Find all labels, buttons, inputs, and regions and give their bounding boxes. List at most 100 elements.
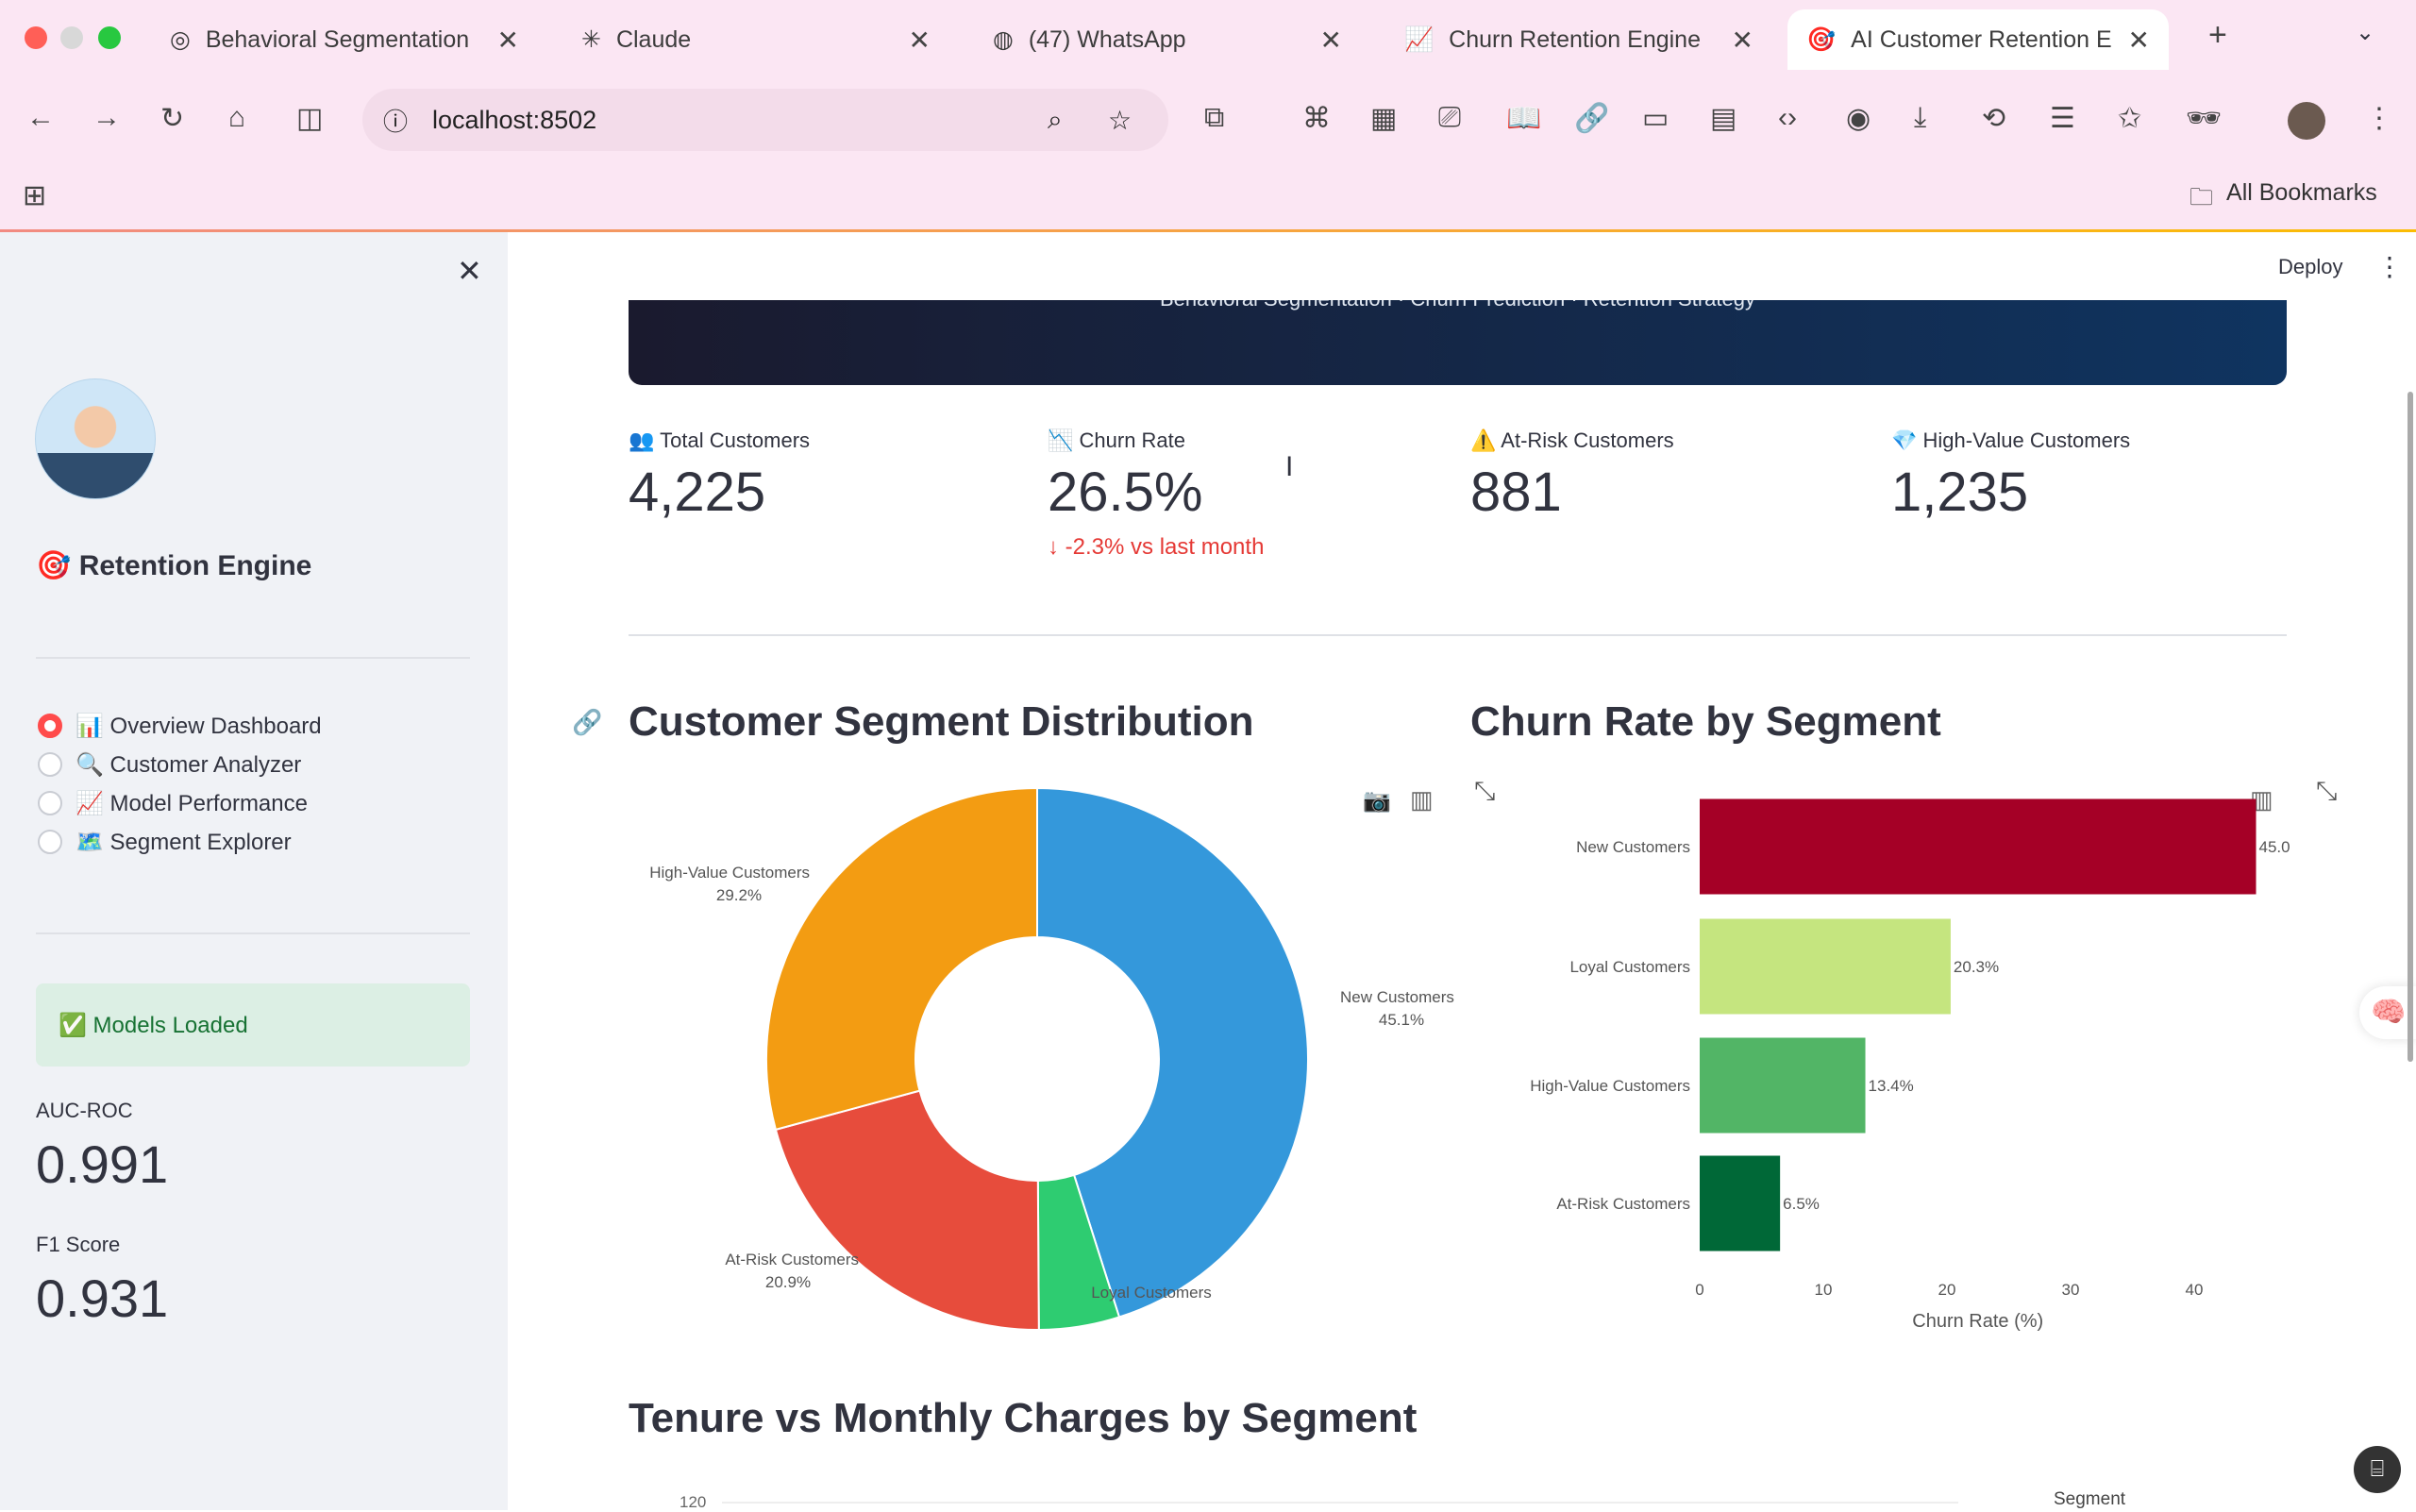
close-tab-icon[interactable]: ✕ bbox=[1731, 25, 1753, 55]
browser-tab[interactable]: 🎯 AI Customer Retention En ✕ bbox=[1787, 9, 2169, 70]
slice-label: New Customers bbox=[1340, 988, 1454, 1006]
x-axis-title: Churn Rate (%) bbox=[1912, 1311, 2043, 1332]
apps-grid-icon[interactable]: ⊞ bbox=[23, 180, 47, 211]
kpi-label: 📉 Churn Rate bbox=[1048, 428, 1186, 452]
close-tab-icon[interactable]: ✕ bbox=[2127, 25, 2150, 55]
arrow-down-icon: ↓ bbox=[1048, 534, 1065, 560]
close-tab-icon[interactable]: ✕ bbox=[496, 25, 519, 55]
bar[interactable] bbox=[1700, 1037, 1866, 1134]
scrollbar[interactable] bbox=[2408, 392, 2413, 1062]
bar[interactable] bbox=[1700, 798, 2257, 895]
nav-label: 📈 Model Performance bbox=[76, 791, 308, 816]
menu-icon[interactable]: ⋮ bbox=[2365, 103, 2393, 134]
anchor-link-icon[interactable]: 🔗 bbox=[572, 708, 603, 736]
deploy-button[interactable]: Deploy bbox=[2278, 255, 2343, 278]
reading-list-icon[interactable]: ☰ bbox=[2050, 103, 2075, 134]
browser-tab[interactable]: ◍ (47) WhatsApp ✕ bbox=[974, 9, 1361, 70]
tab-search-button[interactable]: ⌄ bbox=[2356, 20, 2375, 45]
bookmark-star-icon[interactable]: ☆ bbox=[1108, 105, 1132, 135]
header-banner: Behavioral Segmentation · Churn Predicti… bbox=[629, 300, 2287, 385]
link-icon[interactable]: 🔗 bbox=[1574, 103, 1610, 134]
radio-button[interactable] bbox=[38, 830, 62, 854]
kpi-value: 1,235 bbox=[1891, 462, 2029, 523]
slice-label: At-Risk Customers bbox=[725, 1251, 859, 1268]
nav-label: 🔍 Customer Analyzer bbox=[76, 752, 302, 778]
code-icon[interactable]: ‹› bbox=[1778, 102, 1797, 133]
maximize-window-button[interactable] bbox=[98, 26, 121, 49]
f1-score-value: 0.931 bbox=[36, 1268, 169, 1328]
forward-icon[interactable]: → bbox=[92, 102, 121, 133]
category-label: At-Risk Customers bbox=[1556, 1195, 1690, 1213]
new-tab-button[interactable]: + bbox=[2208, 17, 2227, 53]
camera-icon[interactable]: 📷 bbox=[1363, 788, 1391, 814]
kpi-value: 4,225 bbox=[629, 462, 766, 523]
incognito-icon[interactable]: 🕶 bbox=[2186, 103, 2223, 134]
close-window-button[interactable] bbox=[25, 26, 47, 49]
donut-slice[interactable] bbox=[765, 786, 1038, 1132]
tab-title: Behavioral Segmentation bbox=[205, 25, 470, 53]
bar[interactable] bbox=[1700, 1155, 1781, 1252]
sidebar: ✕ 🎯 Retention Engine 📊 Overview Dashboar… bbox=[0, 232, 508, 1510]
fullscreen-icon[interactable]: ⤡ bbox=[1474, 776, 1496, 805]
devices-icon[interactable]: ▭ bbox=[1642, 103, 1669, 134]
close-tab-icon[interactable]: ✕ bbox=[1319, 25, 1342, 55]
kpi-label: ⚠️ At-Risk Customers bbox=[1470, 428, 1674, 452]
plotly-logo-icon[interactable]: ▥ bbox=[1410, 785, 1434, 814]
reading-mode-icon[interactable]: 📖 bbox=[1506, 103, 1542, 134]
x-tick-label: 0 bbox=[1695, 1281, 1703, 1299]
models-loaded-status: ✅ Models Loaded bbox=[36, 983, 470, 1067]
donut-slice[interactable] bbox=[774, 1089, 1040, 1331]
all-bookmarks-button[interactable]: 🗀 All Bookmarks bbox=[2190, 179, 2377, 220]
auc-roc-label: AUC-ROC bbox=[36, 1099, 133, 1122]
back-icon[interactable]: ← bbox=[26, 102, 55, 133]
segment-donut-chart: New Customers 45.1% Loyal Customers At-Risk… bbox=[649, 786, 1454, 1332]
radio-button[interactable] bbox=[38, 752, 62, 777]
folder-icon: 🗀 bbox=[2190, 184, 2214, 210]
profile-avatar[interactable] bbox=[2288, 102, 2325, 140]
scan-icon[interactable]: ⌸ bbox=[2354, 1446, 2401, 1493]
section-title-churn-by-segment: Churn Rate by Segment bbox=[1470, 698, 1941, 745]
radio-button[interactable] bbox=[38, 791, 62, 815]
history-icon[interactable]: ⟲ bbox=[1982, 103, 2006, 134]
nav-label: 📊 Overview Dashboard bbox=[76, 714, 322, 739]
section-title-segment-distribution: Customer Segment Distribution bbox=[629, 698, 1254, 745]
loading-accent-line bbox=[0, 229, 2416, 232]
minimize-window-button[interactable] bbox=[60, 26, 83, 49]
data-label: 6.5% bbox=[1783, 1195, 1820, 1213]
auc-roc-value: 0.991 bbox=[36, 1134, 169, 1194]
screenshot-icon[interactable]: ◉ bbox=[1846, 103, 1871, 134]
slice-label: 29.2% bbox=[716, 886, 762, 904]
extensions-icon[interactable]: ⧉ bbox=[1204, 102, 1225, 133]
openai-icon: ◎ bbox=[170, 26, 191, 53]
kpi-value: 881 bbox=[1470, 462, 1562, 523]
bar[interactable] bbox=[1700, 918, 1951, 1015]
home-icon[interactable]: ⌂ bbox=[228, 102, 246, 133]
translate-icon[interactable]: ⌘ bbox=[1302, 103, 1331, 134]
zoom-icon[interactable]: ⌕ bbox=[1048, 104, 1063, 134]
layout-icon[interactable]: ▤ bbox=[1710, 103, 1737, 134]
reload-icon[interactable]: ↻ bbox=[160, 103, 185, 134]
brain-extension-icon[interactable]: 🧠 bbox=[2359, 986, 2416, 1039]
slice-label: 20.9% bbox=[765, 1273, 811, 1291]
site-info-icon[interactable]: ⓘ bbox=[383, 107, 409, 136]
browser-chrome: ◎ Behavioral Segmentation ✕ ✳ Claude ✕ ◍ (47) W… bbox=[0, 0, 2416, 231]
address-bar[interactable]: ⓘ localhost:8502 ⌕ ☆ bbox=[362, 89, 1168, 151]
qr-code-icon[interactable]: ▦ bbox=[1370, 103, 1398, 134]
radio-button[interactable] bbox=[38, 714, 62, 738]
gridline bbox=[722, 1502, 1958, 1504]
divider bbox=[36, 657, 470, 659]
app-menu-icon[interactable]: ⋮ bbox=[2376, 252, 2403, 281]
donut-slice[interactable] bbox=[1036, 786, 1309, 1319]
fullscreen-icon[interactable]: ⤡ bbox=[2316, 776, 2338, 805]
browser-tab[interactable]: ◎ Behavioral Segmentation ✕ bbox=[151, 9, 538, 70]
split-view-icon[interactable]: ◫ bbox=[296, 103, 324, 134]
divider bbox=[629, 634, 2287, 636]
close-sidebar-button[interactable]: ✕ bbox=[457, 254, 482, 288]
close-tab-icon[interactable]: ✕ bbox=[908, 25, 931, 55]
download-icon[interactable]: ⤓ bbox=[1914, 102, 1927, 133]
browser-tab[interactable]: ✳ Claude ✕ bbox=[562, 9, 949, 70]
cast-icon[interactable]: ⎚ bbox=[1438, 102, 1461, 133]
favorites-icon[interactable]: ✩ bbox=[2118, 103, 2142, 134]
legend-title: Segment bbox=[2054, 1489, 2126, 1509]
browser-tab[interactable]: 📈 Churn Retention Engine ✕ bbox=[1385, 9, 1772, 70]
